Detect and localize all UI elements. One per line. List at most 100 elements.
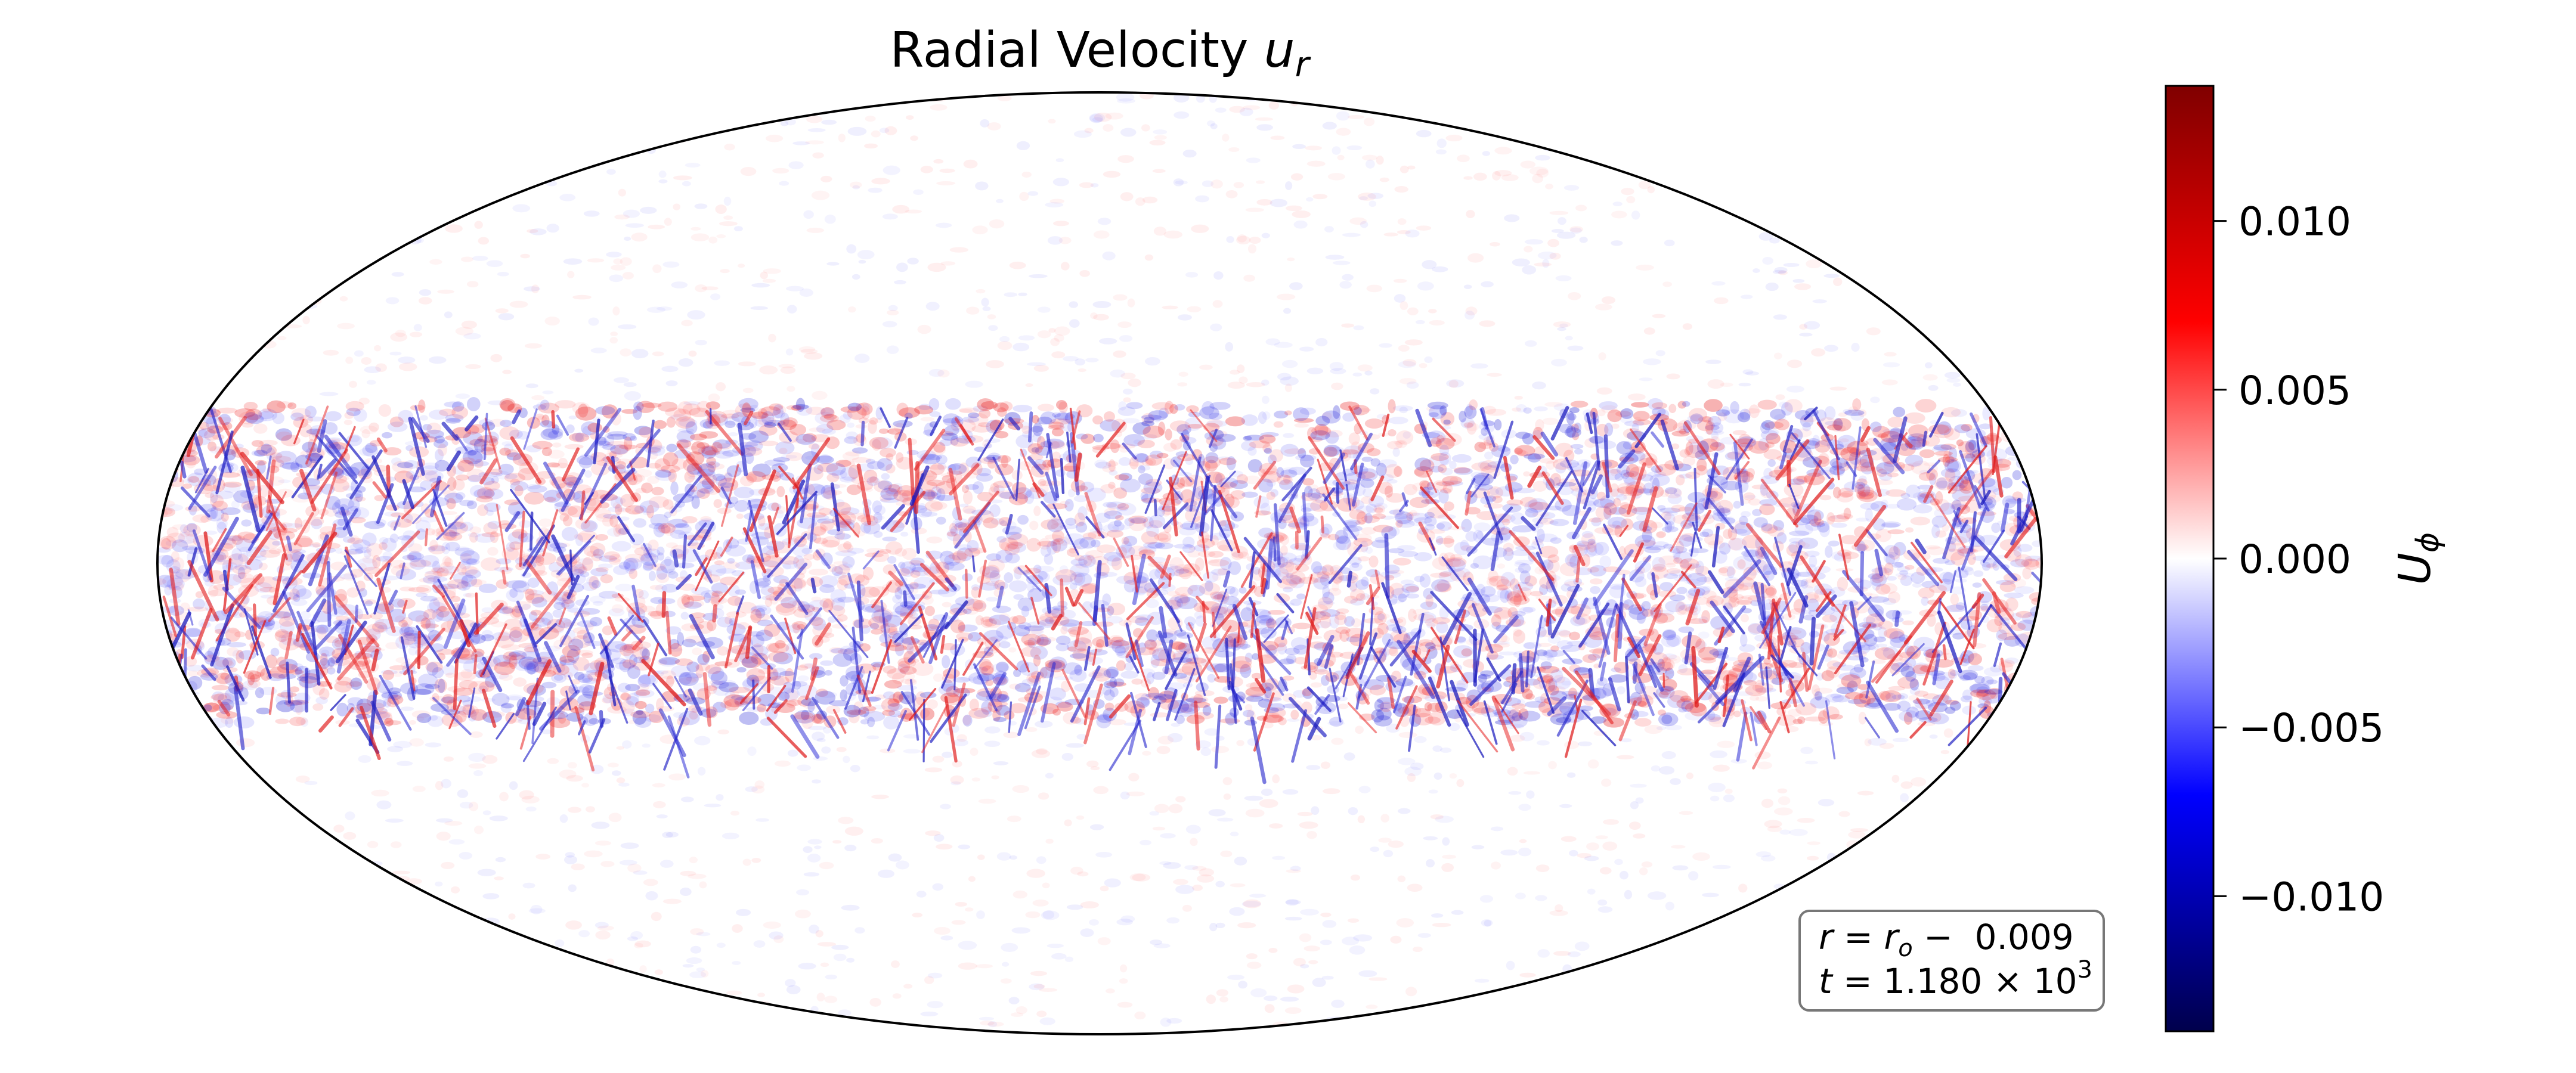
field-speckle — [568, 415, 577, 420]
field-speckle — [1916, 121, 1930, 131]
field-speckle — [234, 203, 244, 210]
field-speckle — [2005, 706, 2017, 714]
field-speckle — [613, 377, 630, 383]
field-speckle — [903, 749, 921, 754]
field-speckle — [1558, 986, 1569, 993]
field-speckle — [820, 525, 828, 532]
field-speckle — [1110, 369, 1125, 378]
field-speckle — [436, 818, 453, 823]
field-speckle — [1123, 397, 1131, 403]
field-speckle — [345, 137, 356, 143]
field-speckle — [1629, 972, 1640, 981]
field-speckle — [634, 940, 651, 948]
field-speckle — [1383, 849, 1394, 858]
field-speckle — [1007, 815, 1021, 823]
field-speckle — [333, 824, 345, 833]
field-speckle — [1099, 337, 1117, 345]
field-speckle — [157, 281, 168, 290]
field-speckle — [739, 95, 750, 103]
field-speckle — [428, 356, 447, 364]
field-speckle — [360, 133, 371, 138]
field-speckle — [1787, 359, 1803, 368]
field-speckle — [324, 153, 342, 162]
field-speckle — [1594, 303, 1612, 311]
field-speckle — [1620, 738, 1632, 743]
field-speckle — [1156, 746, 1171, 755]
field-speckle — [1761, 798, 1774, 808]
field-speckle — [475, 148, 487, 158]
field-speckle — [256, 953, 268, 960]
field-speckle — [268, 796, 278, 805]
field-cell — [1432, 616, 1450, 625]
field-speckle — [726, 990, 742, 996]
field-speckle — [408, 720, 416, 725]
field-speckle — [623, 382, 637, 387]
field-speckle — [429, 1024, 449, 1028]
field-speckle — [1750, 695, 1760, 701]
field-speckle — [1881, 379, 1898, 386]
field-speckle — [1773, 200, 1786, 208]
field-speckle — [624, 236, 631, 241]
field-speckle — [730, 810, 740, 816]
field-speckle — [1015, 1006, 1027, 1015]
field-speckle — [439, 150, 456, 156]
field-speckle — [825, 974, 838, 980]
field-speckle — [780, 121, 789, 126]
field-speckle — [652, 351, 664, 356]
field-speckle — [1914, 163, 1932, 173]
field-speckle — [593, 601, 603, 606]
field-speckle — [662, 898, 682, 904]
field-speckle — [468, 763, 487, 769]
field-speckle — [1238, 981, 1247, 989]
field-speckle — [679, 677, 697, 684]
field-speckle — [1027, 191, 1039, 196]
field-speckle — [465, 364, 481, 369]
field-speckle — [1019, 421, 1030, 430]
field-speckle — [740, 166, 757, 176]
field-speckle — [1910, 777, 1927, 787]
field-speckle — [345, 886, 363, 894]
field-speckle — [1173, 178, 1184, 187]
field-speckle — [2014, 259, 2030, 265]
field-cell — [1273, 421, 1284, 428]
field-speckle — [1349, 217, 1367, 225]
field-speckle — [295, 776, 310, 783]
field-speckle — [662, 261, 680, 268]
field-speckle — [543, 116, 555, 126]
field-speckle — [1025, 911, 1041, 919]
field-speckle — [1320, 939, 1332, 945]
field-speckle — [912, 913, 922, 918]
field-speckle — [409, 738, 424, 747]
field-speckle — [535, 980, 546, 990]
field-speckle — [727, 432, 739, 436]
field-cell — [1407, 681, 1416, 687]
field-speckle — [157, 225, 165, 234]
field-speckle — [457, 789, 469, 798]
field-speckle — [182, 691, 200, 696]
field-speckle — [1602, 841, 1618, 851]
field-speckle — [246, 116, 259, 120]
field-speckle — [1060, 262, 1070, 271]
field-speckle — [1990, 848, 1998, 855]
field-speckle — [1116, 919, 1133, 926]
field-speckle — [1045, 773, 1054, 779]
field-cell — [816, 424, 834, 434]
field-speckle — [753, 940, 766, 948]
field-speckle — [542, 390, 554, 395]
field-speckle — [1518, 847, 1532, 857]
field-speckle — [577, 558, 593, 565]
field-cell — [1523, 471, 1531, 477]
field-speckle — [527, 483, 541, 489]
field-speckle — [1729, 994, 1748, 1001]
field-cell — [1900, 575, 1912, 587]
field-speckle — [1178, 314, 1192, 321]
field-cell — [1292, 622, 1312, 629]
field-speckle — [157, 727, 172, 736]
field-speckle — [981, 297, 989, 307]
field-speckle — [1029, 520, 1039, 531]
field-cell — [1002, 526, 1023, 535]
field-speckle — [806, 228, 825, 233]
field-speckle — [698, 1014, 710, 1023]
field-cell — [595, 406, 615, 415]
field-speckle — [1093, 314, 1109, 321]
